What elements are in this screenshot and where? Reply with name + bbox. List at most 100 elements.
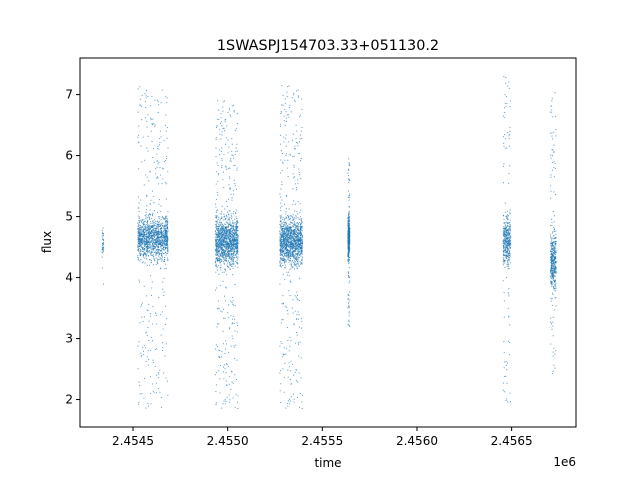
data-point bbox=[223, 213, 225, 215]
data-point bbox=[232, 226, 234, 228]
data-point bbox=[285, 217, 287, 219]
data-point bbox=[295, 237, 297, 239]
data-point bbox=[232, 300, 234, 302]
data-point bbox=[155, 230, 157, 232]
data-point bbox=[231, 234, 233, 236]
data-point bbox=[166, 220, 168, 222]
data-point bbox=[222, 245, 224, 247]
data-point bbox=[234, 232, 236, 234]
data-point bbox=[298, 245, 300, 247]
data-point bbox=[286, 239, 288, 241]
data-point bbox=[229, 221, 231, 223]
data-point bbox=[139, 98, 141, 100]
data-point bbox=[348, 305, 350, 307]
data-point bbox=[297, 244, 299, 246]
data-point bbox=[503, 145, 505, 147]
data-point bbox=[281, 254, 283, 256]
data-point bbox=[162, 233, 164, 235]
data-point bbox=[235, 224, 237, 226]
data-point bbox=[236, 359, 238, 361]
data-point bbox=[223, 216, 225, 218]
data-point bbox=[226, 230, 228, 232]
data-point bbox=[216, 247, 218, 249]
data-point bbox=[221, 233, 223, 235]
data-point bbox=[282, 233, 284, 235]
data-point bbox=[229, 231, 231, 233]
data-point bbox=[139, 260, 141, 262]
data-point bbox=[223, 253, 225, 255]
data-point bbox=[231, 237, 233, 239]
data-point bbox=[225, 287, 227, 289]
data-point bbox=[142, 237, 144, 239]
data-point bbox=[282, 251, 284, 253]
data-point bbox=[220, 113, 222, 115]
data-point bbox=[289, 153, 291, 155]
data-point bbox=[158, 244, 160, 246]
data-point bbox=[282, 260, 284, 262]
data-point bbox=[217, 236, 219, 238]
data-point bbox=[508, 252, 510, 254]
data-point bbox=[163, 241, 165, 243]
data-point bbox=[152, 225, 154, 227]
data-point bbox=[505, 400, 507, 402]
data-point bbox=[284, 236, 286, 238]
data-point bbox=[144, 252, 146, 254]
data-point bbox=[236, 325, 238, 326]
data-point bbox=[299, 152, 301, 154]
data-point bbox=[232, 397, 234, 399]
data-point bbox=[290, 253, 292, 255]
data-point bbox=[138, 243, 140, 245]
data-point bbox=[294, 263, 296, 265]
data-point bbox=[298, 244, 300, 246]
data-point bbox=[347, 260, 349, 262]
data-point bbox=[150, 242, 152, 244]
data-point bbox=[141, 304, 142, 306]
data-point bbox=[349, 236, 351, 238]
data-point bbox=[508, 315, 510, 317]
data-point bbox=[166, 126, 168, 128]
data-point bbox=[301, 262, 303, 264]
data-point bbox=[146, 222, 148, 224]
data-point bbox=[300, 232, 302, 234]
data-point bbox=[291, 236, 293, 238]
data-point bbox=[230, 345, 232, 347]
data-point bbox=[142, 261, 144, 263]
data-point bbox=[152, 361, 154, 363]
data-point bbox=[297, 263, 299, 265]
data-point bbox=[146, 264, 148, 266]
data-point bbox=[146, 236, 148, 238]
data-point bbox=[148, 250, 150, 252]
data-point bbox=[231, 241, 233, 243]
data-point bbox=[347, 271, 349, 273]
data-point bbox=[167, 171, 169, 173]
data-point bbox=[235, 239, 237, 241]
data-point bbox=[157, 227, 159, 229]
data-point bbox=[138, 125, 140, 127]
data-point bbox=[215, 402, 217, 404]
data-point bbox=[226, 168, 228, 170]
data-point bbox=[504, 202, 506, 204]
data-point bbox=[226, 243, 228, 245]
data-point bbox=[281, 228, 283, 230]
data-point bbox=[348, 218, 350, 220]
data-point bbox=[226, 125, 228, 127]
data-point bbox=[216, 215, 218, 217]
data-point bbox=[165, 238, 167, 240]
data-point bbox=[143, 238, 145, 240]
data-point bbox=[153, 258, 155, 260]
data-point bbox=[230, 213, 232, 215]
data-point bbox=[282, 302, 284, 304]
data-point bbox=[149, 171, 151, 173]
data-point bbox=[510, 243, 512, 245]
data-point bbox=[280, 188, 282, 190]
data-point bbox=[152, 323, 154, 325]
data-point bbox=[348, 215, 350, 217]
data-point bbox=[165, 216, 167, 218]
data-point bbox=[234, 245, 236, 247]
data-point bbox=[289, 223, 291, 225]
data-point bbox=[504, 231, 506, 233]
data-point bbox=[235, 225, 237, 227]
data-point bbox=[287, 234, 289, 236]
data-point bbox=[509, 226, 511, 228]
data-point bbox=[300, 377, 302, 379]
